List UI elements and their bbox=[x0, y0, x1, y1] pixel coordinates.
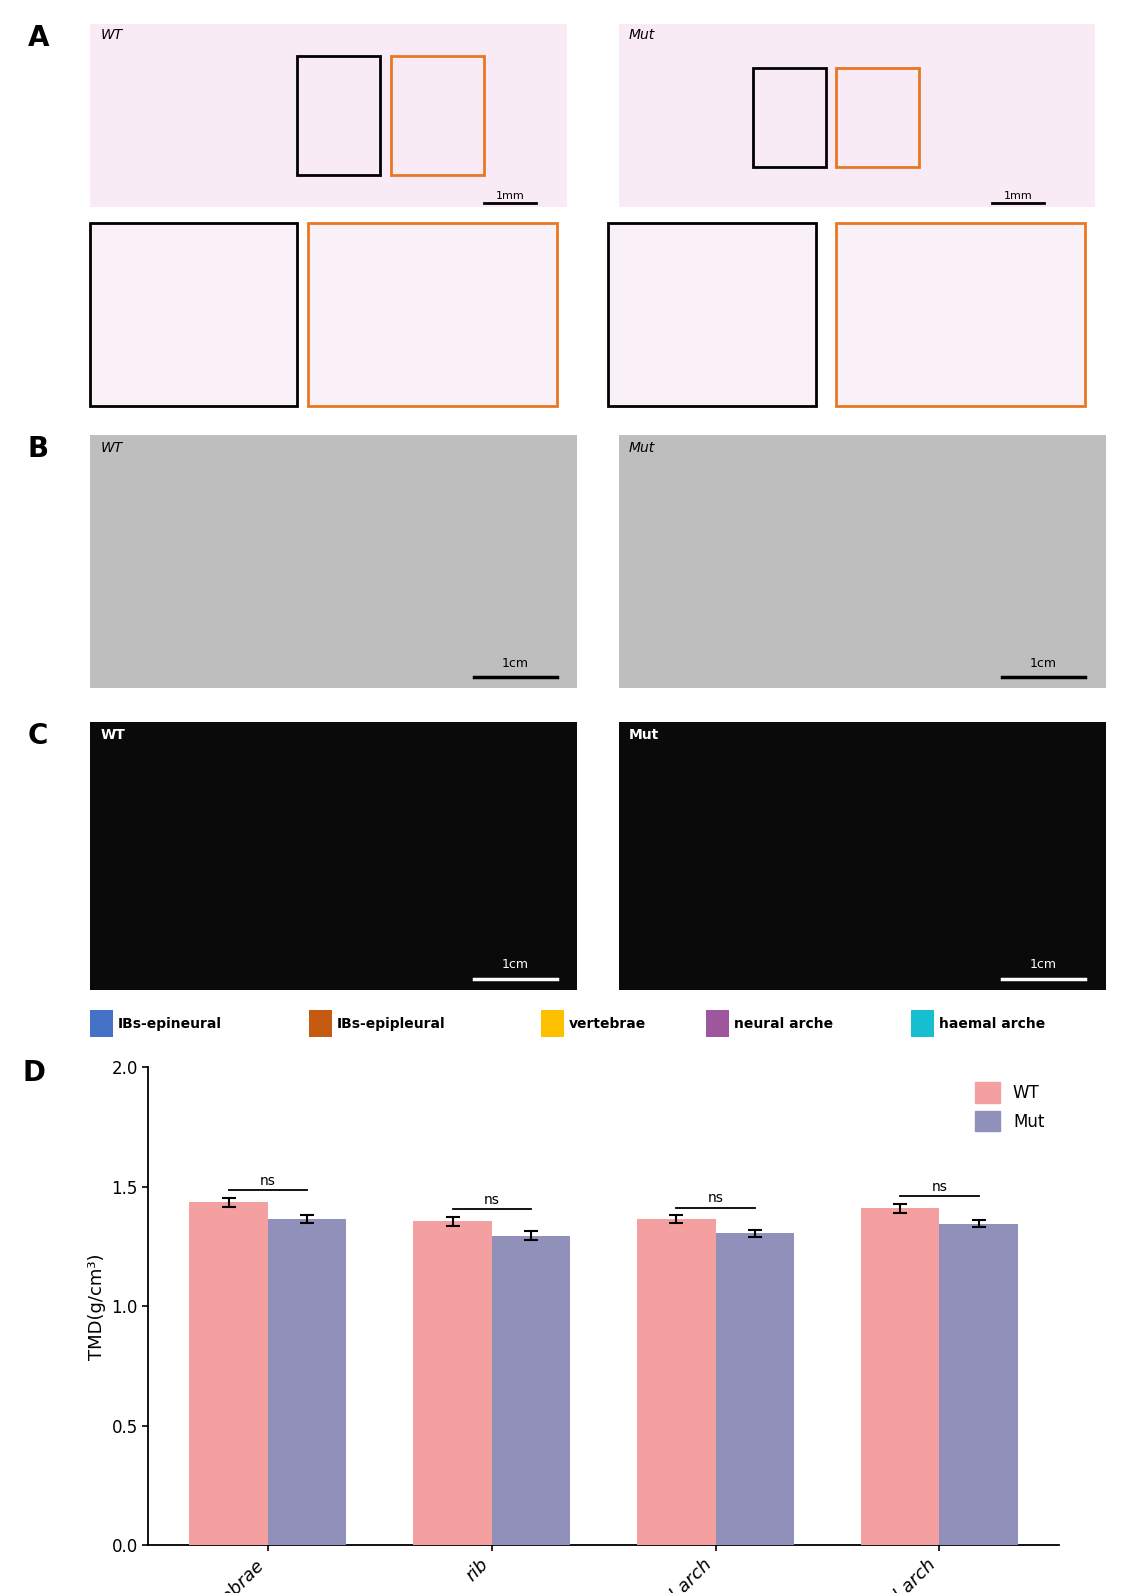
Text: Mut: Mut bbox=[629, 27, 655, 41]
Text: 1mm: 1mm bbox=[495, 191, 524, 201]
Text: WT: WT bbox=[100, 27, 123, 41]
Bar bbox=[836, 223, 1085, 406]
Bar bbox=[1116, 1010, 1139, 1037]
Bar bbox=[391, 56, 484, 175]
Text: IBs-epipleural: IBs-epipleural bbox=[337, 1016, 445, 1031]
Bar bbox=[189, 1203, 268, 1545]
Legend: WT, Mut: WT, Mut bbox=[968, 1075, 1051, 1137]
Bar bbox=[90, 435, 577, 688]
Text: ns: ns bbox=[484, 1193, 500, 1207]
Bar bbox=[911, 1010, 934, 1037]
Text: C: C bbox=[28, 722, 48, 750]
Text: 1cm: 1cm bbox=[1030, 957, 1057, 970]
Text: Mut: Mut bbox=[629, 441, 655, 454]
Bar bbox=[541, 1010, 564, 1037]
Bar bbox=[268, 1219, 346, 1545]
Text: vertebrae: vertebrae bbox=[570, 1016, 646, 1031]
Text: 1mm: 1mm bbox=[1003, 191, 1032, 201]
Bar bbox=[90, 1010, 113, 1037]
Text: A: A bbox=[28, 24, 49, 53]
Text: WT: WT bbox=[100, 441, 123, 454]
Text: 1cm: 1cm bbox=[501, 957, 528, 970]
Bar bbox=[492, 1236, 571, 1545]
Text: ns: ns bbox=[932, 1180, 948, 1195]
Bar bbox=[309, 1010, 331, 1037]
Text: B: B bbox=[28, 435, 49, 464]
Bar bbox=[715, 1233, 794, 1545]
Bar bbox=[608, 223, 816, 406]
Bar bbox=[861, 1209, 940, 1545]
Bar bbox=[90, 24, 567, 207]
Bar bbox=[940, 1223, 1018, 1545]
Bar bbox=[754, 67, 826, 167]
Bar bbox=[308, 223, 557, 406]
Bar bbox=[706, 1010, 729, 1037]
Text: 1cm: 1cm bbox=[501, 656, 528, 669]
Text: ns: ns bbox=[260, 1174, 276, 1188]
Bar bbox=[836, 67, 919, 167]
Bar bbox=[618, 435, 1106, 688]
Y-axis label: TMD(g/cm³): TMD(g/cm³) bbox=[88, 1254, 106, 1359]
Bar bbox=[637, 1219, 715, 1545]
Bar bbox=[90, 722, 577, 989]
Bar bbox=[413, 1222, 492, 1545]
Text: 1cm: 1cm bbox=[1030, 656, 1057, 669]
Bar bbox=[297, 56, 380, 175]
Text: haemal arche: haemal arche bbox=[939, 1016, 1046, 1031]
Text: neural arche: neural arche bbox=[734, 1016, 833, 1031]
Text: WT: WT bbox=[100, 728, 125, 742]
Bar bbox=[618, 722, 1106, 989]
Text: ns: ns bbox=[707, 1192, 723, 1206]
Bar bbox=[90, 223, 297, 406]
Text: IBs-epineural: IBs-epineural bbox=[118, 1016, 222, 1031]
Text: D: D bbox=[23, 1059, 46, 1088]
Text: Mut: Mut bbox=[629, 728, 659, 742]
Bar bbox=[618, 24, 1096, 207]
